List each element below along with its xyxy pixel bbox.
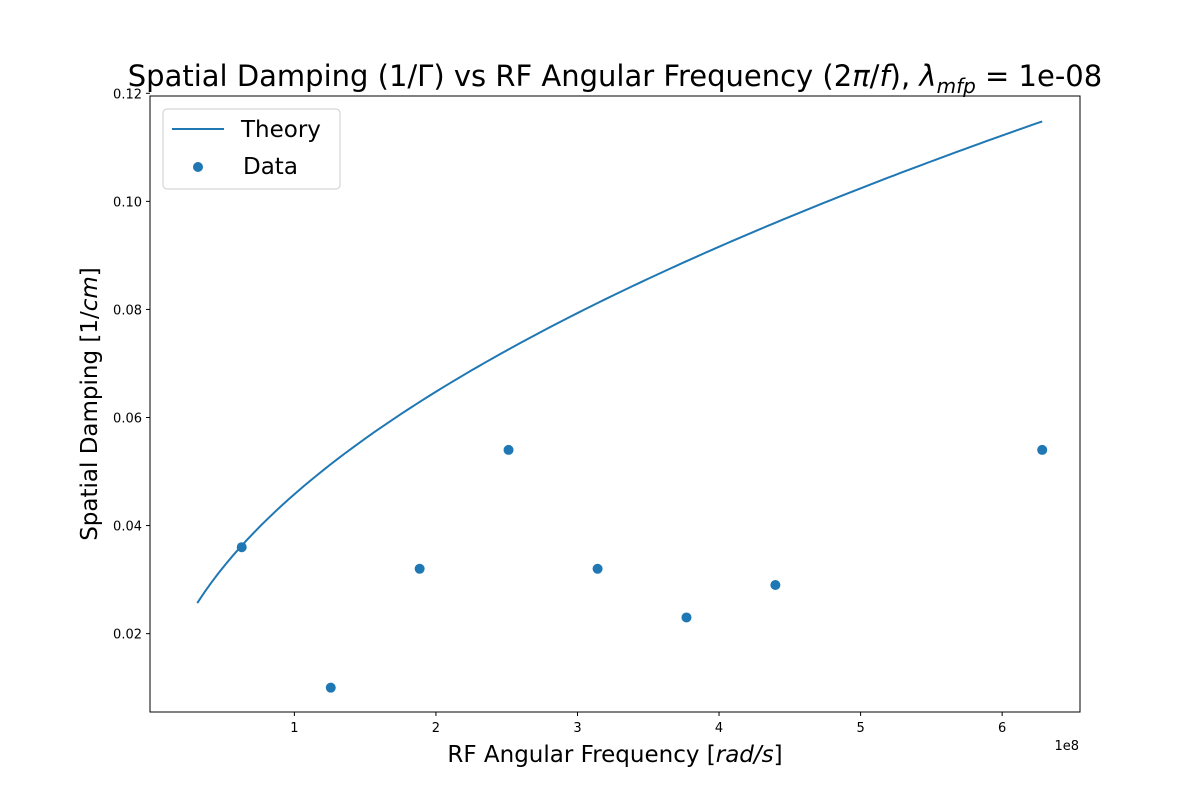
y-tick-label: 0.04 (113, 520, 142, 535)
x-tick-label: 6 (998, 721, 1006, 736)
x-tick-label: 4 (715, 721, 723, 736)
data-point (1037, 444, 1048, 455)
x-axis-offset-label: 1e8 (1054, 739, 1079, 754)
data-point (414, 563, 425, 574)
x-tick-label: 2 (432, 721, 440, 736)
data-point (592, 563, 603, 574)
y-tick-label: 0.10 (113, 195, 142, 210)
y-tick-label: 0.08 (113, 303, 142, 318)
x-tick-label: 5 (856, 721, 864, 736)
y-tick-label: 0.06 (113, 412, 142, 427)
y-tick-label: 0.12 (113, 87, 142, 102)
x-axis-label: RF Angular Frequency [rad/s] (447, 742, 782, 768)
data-point (681, 612, 692, 623)
data-point (503, 444, 514, 455)
plot-area (149, 95, 1081, 713)
legend-data-swatch (193, 162, 203, 172)
y-axis-label: Spatial Damping [1/cm] (77, 267, 103, 541)
data-point (770, 580, 781, 591)
series-layer (196, 120, 1048, 693)
legend: Theory Data (162, 108, 341, 190)
y-tick-label: 0.02 (113, 628, 142, 643)
x-tick-label: 1 (290, 721, 298, 736)
data-point (236, 542, 247, 553)
legend-theory-label: Theory (240, 117, 321, 143)
y-axis-ticks: 0.02 0.04 0.06 0.08 0.10 0.12 (113, 87, 150, 643)
x-axis-ticks: 1 2 3 4 5 6 (290, 712, 1006, 736)
data-point (325, 682, 336, 693)
chart-title: Spatial Damping (1/Γ) vs RF Angular Freq… (128, 59, 1102, 98)
x-tick-label: 3 (573, 721, 581, 736)
theory-line (196, 120, 1043, 604)
legend-data-label: Data (243, 154, 298, 180)
